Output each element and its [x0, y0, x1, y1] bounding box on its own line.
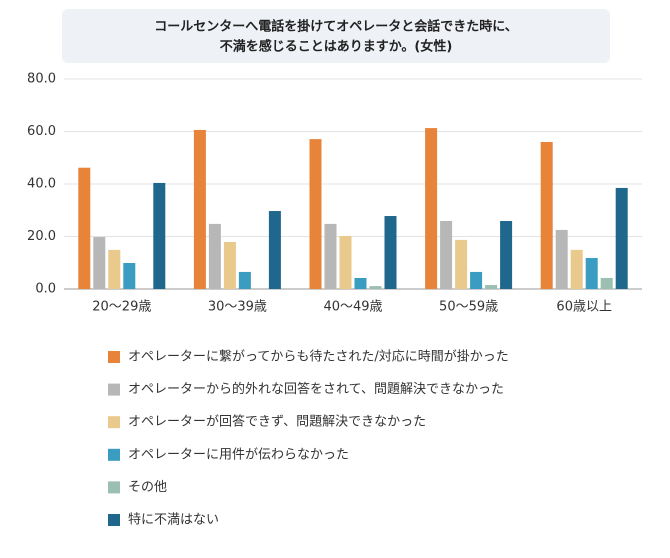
bar: [369, 286, 382, 289]
legend-swatch: [108, 351, 120, 363]
bar: [339, 235, 352, 289]
legend-swatch: [108, 514, 120, 526]
bar: [470, 271, 483, 289]
y-tick-label: 60.0: [27, 124, 56, 139]
bar: [268, 211, 281, 289]
bar: [223, 242, 236, 289]
bar: [600, 277, 613, 289]
x-tick-label: 50〜59歳: [439, 300, 498, 315]
legend-swatch: [108, 448, 120, 461]
bar: [585, 258, 598, 289]
bar: [354, 277, 367, 289]
bar: [570, 249, 583, 289]
bar: [555, 229, 568, 289]
bar: [384, 216, 397, 289]
legend-swatch: [108, 416, 120, 429]
legend-swatch: [108, 383, 120, 396]
bar: [193, 129, 206, 289]
legend-label: オペレーターに用件が伝わらなかった: [128, 447, 349, 462]
bar: [455, 239, 468, 289]
bar: [500, 221, 513, 289]
legend-label: オペレーターから的外れな回答をされて、問題解決できなかった: [128, 381, 504, 397]
x-tick-label: 40〜49歳: [323, 300, 382, 315]
y-tick-label: 0.0: [35, 282, 56, 297]
y-tick-label: 40.0: [27, 177, 56, 192]
bar: [540, 142, 553, 289]
y-tick-label: 80.0: [27, 72, 56, 87]
bar: [309, 139, 322, 289]
bar: [78, 167, 91, 289]
legend-label: 特に不満はない: [128, 513, 219, 528]
bar: [123, 263, 136, 289]
bar: [485, 285, 498, 289]
title-box: [62, 9, 610, 63]
bar: [238, 271, 251, 289]
bar: [208, 223, 221, 289]
x-tick-label: 60歳以上: [556, 300, 612, 315]
bar: [440, 221, 453, 289]
x-tick-label: 30〜39歳: [208, 300, 267, 315]
bar: [425, 128, 438, 289]
bar: [108, 249, 121, 289]
bar: [615, 187, 628, 289]
chart-title: コールセンターへ電話を掛けてオペレータと会話できた時に、: [154, 19, 518, 35]
legend-label: オペレーターに繋がってからも待たされた/対応に時間が掛かった: [128, 349, 509, 365]
chart-title: 不満を感じることはありますか。(女性): [220, 39, 453, 55]
bar: [153, 182, 166, 289]
legend-label: その他: [128, 480, 167, 495]
x-tick-label: 20〜29歳: [92, 300, 151, 315]
legend-label: オペレーターが回答できず、問題解決できなかった: [128, 414, 426, 430]
bar: [324, 223, 337, 289]
bar: [93, 237, 106, 289]
legend-swatch: [108, 481, 120, 494]
y-tick-label: 20.0: [27, 229, 56, 244]
